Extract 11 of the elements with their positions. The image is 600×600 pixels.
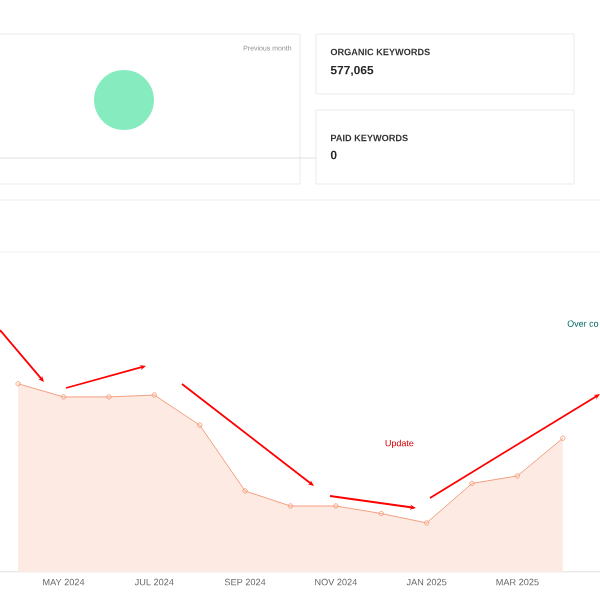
point xyxy=(469,480,475,487)
point xyxy=(197,422,203,428)
point xyxy=(333,503,339,509)
point xyxy=(514,473,521,479)
point xyxy=(106,394,112,400)
point xyxy=(242,488,248,494)
point xyxy=(287,503,294,509)
point xyxy=(151,392,158,398)
point xyxy=(423,520,430,526)
point xyxy=(60,394,67,400)
point xyxy=(378,510,384,517)
